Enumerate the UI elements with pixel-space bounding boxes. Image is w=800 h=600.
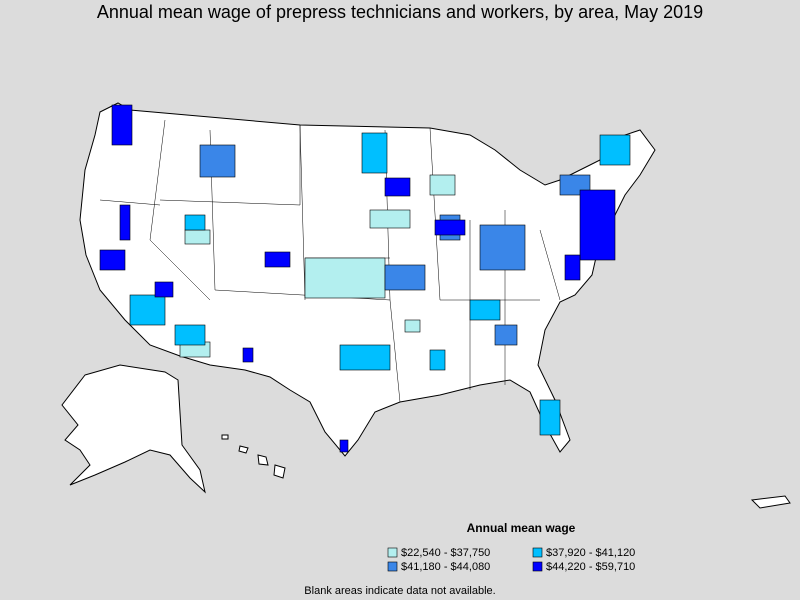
area (479, 224, 526, 271)
area (304, 257, 386, 299)
legend-swatch (532, 561, 543, 572)
area (184, 214, 206, 231)
area (199, 144, 236, 178)
area (119, 204, 131, 241)
area (129, 294, 166, 326)
area (579, 189, 616, 261)
alaska (61, 364, 206, 494)
area (434, 219, 466, 236)
area (339, 344, 391, 371)
area (384, 264, 426, 291)
areas (99, 104, 631, 453)
area (564, 254, 581, 281)
legend-label: $41,180 - $44,080 (401, 561, 490, 573)
area (539, 399, 561, 436)
area (339, 439, 349, 453)
area (154, 281, 174, 298)
area (429, 349, 446, 371)
area (384, 177, 411, 197)
footnote: Blank areas indicate data not available. (304, 585, 495, 597)
area (174, 324, 206, 346)
legend-title: Annual mean wage (467, 521, 576, 535)
legend-label: $22,540 - $37,750 (401, 547, 490, 559)
area (361, 132, 388, 174)
area (111, 104, 133, 146)
area (429, 174, 456, 196)
area (242, 347, 254, 363)
legend-swatch (387, 561, 398, 572)
area (494, 324, 518, 346)
puerto-rico (750, 495, 791, 509)
hawaii (221, 434, 286, 479)
area (369, 209, 411, 229)
map-title: Annual mean wage of prepress technicians… (97, 2, 703, 22)
area (599, 134, 631, 166)
area (99, 249, 126, 271)
area (184, 229, 211, 245)
legend: Annual mean wage $22,540 - $37,750 $37,9… (387, 521, 635, 573)
area (469, 299, 501, 321)
area (404, 319, 421, 333)
area (264, 251, 291, 268)
legend-swatch (387, 547, 398, 558)
legend-label: $44,220 - $59,710 (546, 561, 635, 573)
legend-label: $37,920 - $41,120 (546, 547, 635, 559)
legend-swatch (532, 547, 543, 558)
